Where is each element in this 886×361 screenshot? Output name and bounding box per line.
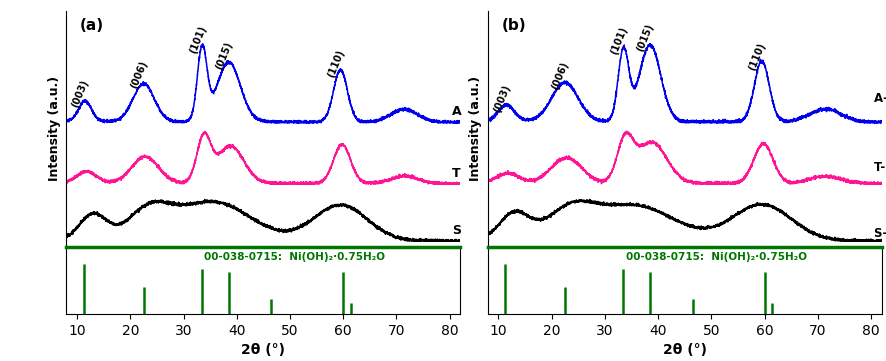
Text: A: A bbox=[452, 105, 462, 118]
Text: (101): (101) bbox=[609, 25, 629, 56]
Text: (015): (015) bbox=[635, 22, 656, 53]
Y-axis label: Intensity (a.u.): Intensity (a.u.) bbox=[470, 76, 482, 181]
Text: (003): (003) bbox=[70, 78, 90, 109]
Text: (a): (a) bbox=[81, 18, 105, 33]
Text: (015): (015) bbox=[214, 40, 234, 71]
Text: S-1.5 h: S-1.5 h bbox=[874, 227, 886, 240]
Text: (006): (006) bbox=[550, 60, 571, 91]
Text: (006): (006) bbox=[128, 60, 149, 90]
Text: 00-038-0715:  Ni(OH)₂·0.75H₂O: 00-038-0715: Ni(OH)₂·0.75H₂O bbox=[626, 252, 806, 262]
Text: S: S bbox=[452, 224, 462, 237]
Text: (110): (110) bbox=[747, 42, 767, 72]
Text: T: T bbox=[452, 167, 461, 180]
X-axis label: 2θ (°): 2θ (°) bbox=[663, 343, 707, 357]
Text: (110): (110) bbox=[326, 48, 346, 79]
X-axis label: 2θ (°): 2θ (°) bbox=[241, 343, 285, 357]
Text: T-1.5 h: T-1.5 h bbox=[874, 161, 886, 174]
Text: 00-038-0715:  Ni(OH)₂·0.75H₂O: 00-038-0715: Ni(OH)₂·0.75H₂O bbox=[205, 252, 385, 262]
Y-axis label: Intensity (a.u.): Intensity (a.u.) bbox=[48, 76, 61, 181]
Text: A-1.5 h: A-1.5 h bbox=[874, 92, 886, 105]
Text: (b): (b) bbox=[501, 18, 526, 33]
Text: (101): (101) bbox=[188, 24, 207, 55]
Text: (003): (003) bbox=[492, 83, 512, 114]
